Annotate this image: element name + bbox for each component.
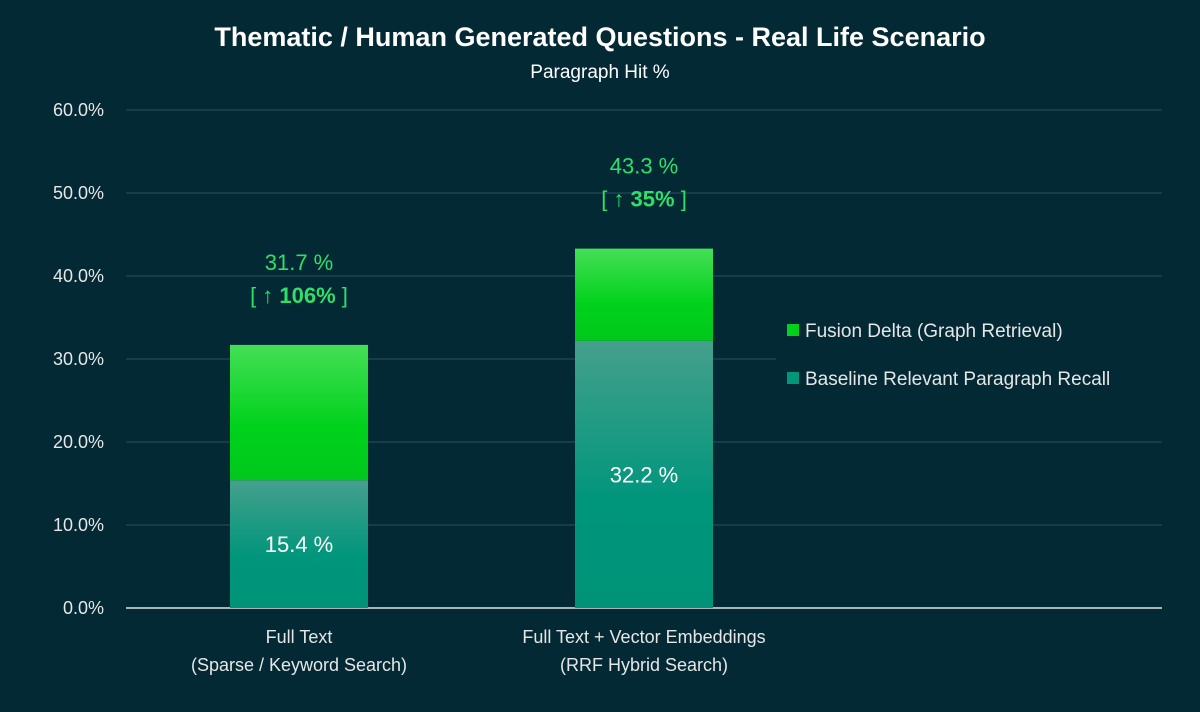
bar-baseline [575,340,713,608]
legend-background [776,318,1176,398]
legend-label: Baseline Relevant Paragraph Recall [805,369,1110,390]
data-label-baseline: 15.4 % [265,532,334,557]
y-tick-label: 40.0% [53,266,104,286]
legend-label: Fusion Delta (Graph Retrieval) [805,321,1063,342]
legend-swatch [787,324,799,336]
bar-fusion-delta [230,344,368,481]
x-category-label: (Sparse / Keyword Search) [191,655,407,675]
bar-fusion-delta [575,248,713,341]
y-tick-label: 50.0% [53,183,104,203]
x-category-label: (RRF Hybrid Search) [560,655,728,675]
x-category-label: Full Text [266,627,333,647]
data-label-total: 31.7 % [265,250,334,275]
data-label-increase: [ ↑ 35% ] [601,187,687,212]
y-tick-label: 0.0% [63,598,104,618]
y-tick-label: 60.0% [53,100,104,120]
data-label-increase: [ ↑ 106% ] [250,283,348,308]
bar-baseline [230,480,368,608]
chart-title: Thematic / Human Generated Questions - R… [214,22,985,52]
data-label-total: 43.3 % [610,154,679,179]
legend-swatch [787,372,799,384]
y-tick-label: 30.0% [53,349,104,369]
y-tick-label: 20.0% [53,432,104,452]
chart-subtitle: Paragraph Hit % [530,62,670,83]
x-category-label: Full Text + Vector Embeddings [522,627,765,647]
data-label-baseline: 32.2 % [610,462,679,487]
y-tick-label: 10.0% [53,515,104,535]
